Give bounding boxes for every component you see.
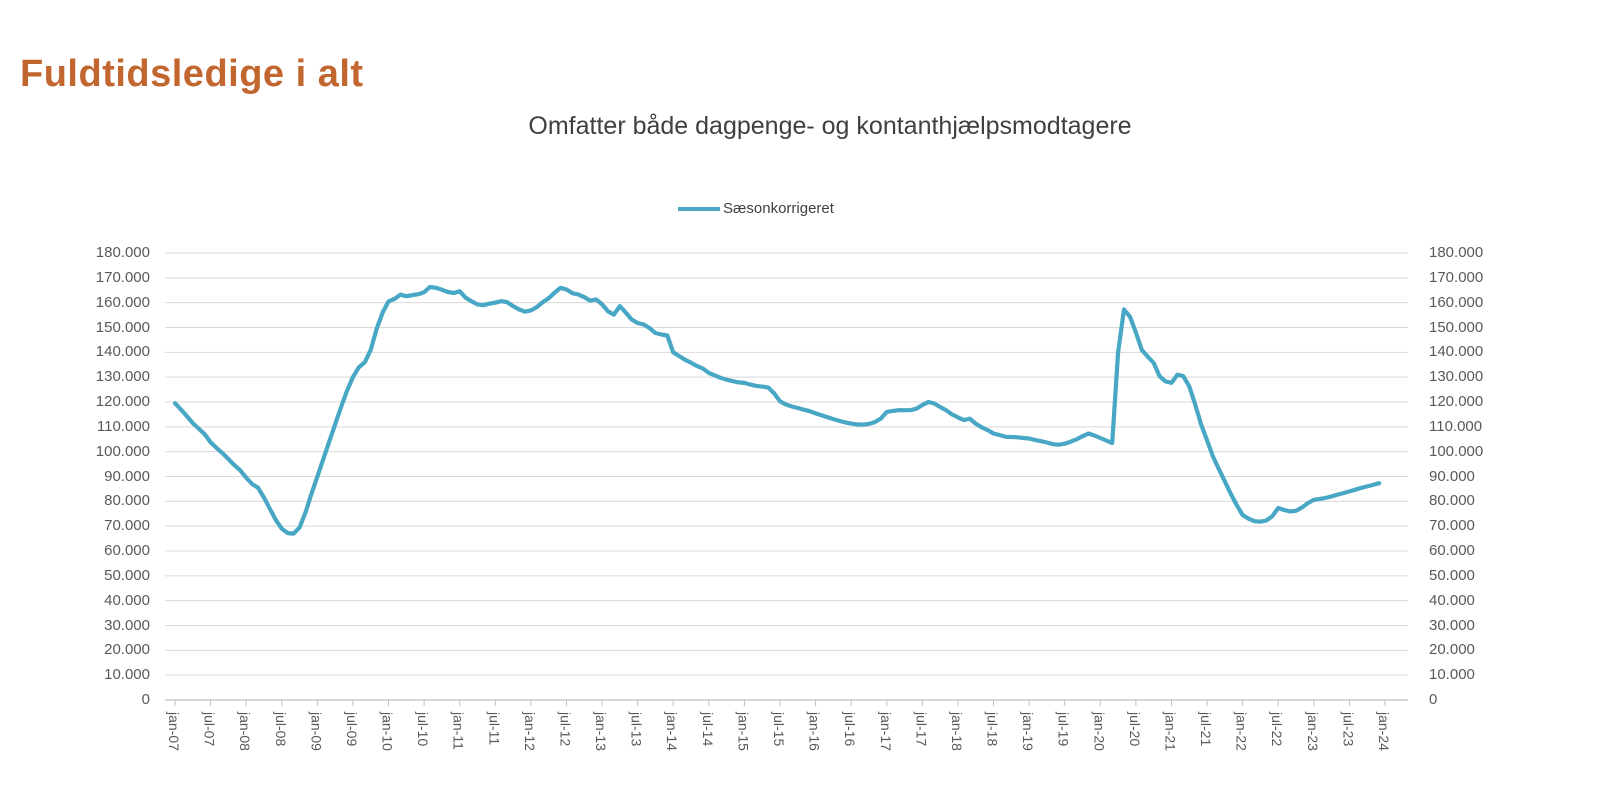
y-axis-label-right: 90.000	[1429, 467, 1475, 485]
y-axis-label-left: 30.000	[104, 616, 150, 634]
x-axis-label: jul-13	[628, 712, 645, 747]
y-axis-label-left: 160.000	[95, 293, 150, 311]
x-axis-label: jul-10	[415, 712, 432, 747]
chart-title: Omfatter både dagpenge- og kontanthjælps…	[528, 112, 1132, 140]
y-axis-label-right: 30.000	[1429, 616, 1475, 634]
x-axis-label: jan-24	[1375, 712, 1392, 751]
x-axis-label: jul-15	[770, 712, 787, 747]
y-axis-label-right: 170.000	[1429, 268, 1484, 286]
y-axis-label-right: 120.000	[1429, 393, 1484, 410]
x-axis-label: jan-21	[1162, 712, 1179, 751]
x-axis-label: jul-11	[486, 712, 503, 746]
y-axis-label-left: 180.000	[95, 244, 150, 261]
y-axis-label-right: 80.000	[1429, 492, 1475, 510]
y-axis-label-right: 160.000	[1429, 293, 1484, 311]
y-axis-label-right: 50.000	[1429, 566, 1475, 584]
x-axis-label: jul-14	[699, 712, 716, 747]
y-axis-label-left: 140.000	[95, 343, 150, 361]
x-axis-label: jan-20	[1091, 712, 1108, 751]
y-axis-label-right: 60.000	[1429, 542, 1475, 559]
y-axis-label-right: 100.000	[1429, 442, 1484, 460]
x-axis-label: jan-23	[1304, 712, 1321, 751]
y-axis-label-left: 40.000	[104, 591, 150, 609]
legend-line-swatch	[678, 206, 721, 211]
x-axis-label: jan-09	[308, 712, 325, 751]
y-axis-label-right: 180.000	[1429, 244, 1484, 261]
x-axis-label: jan-10	[379, 712, 396, 751]
y-axis-label-right: 110.000	[1429, 417, 1483, 435]
y-axis-label-left: 70.000	[104, 517, 150, 535]
x-axis-label: jul-08	[272, 712, 289, 747]
y-axis-label-left: 170.000	[95, 268, 150, 286]
x-axis-label: jul-22	[1269, 712, 1286, 747]
y-axis-label-left: 0	[141, 691, 150, 708]
x-axis-label: jul-19	[1055, 712, 1072, 747]
y-axis-label-right: 70.000	[1429, 517, 1475, 535]
x-axis-label: jul-23	[1340, 712, 1357, 747]
y-axis-label-right: 20.000	[1429, 641, 1475, 659]
x-axis-label: jan-19	[1020, 712, 1037, 751]
y-axis-label-right: 10.000	[1429, 666, 1475, 684]
x-axis-label: jul-09	[343, 712, 360, 747]
y-axis-label-left: 100.000	[95, 442, 150, 460]
y-axis-label-right: 0	[1429, 691, 1438, 708]
x-axis-label: jul-12	[557, 712, 574, 747]
x-axis-label: jul-20	[1126, 712, 1143, 747]
legend-series-label: Sæsonkorrigeret	[723, 200, 834, 217]
y-axis-label-left: 10.000	[104, 666, 150, 684]
y-axis-label-right: 140.000	[1429, 343, 1484, 361]
x-axis-label: jan-12	[521, 712, 538, 751]
y-axis-label-left: 50.000	[104, 566, 150, 584]
chart-legend: Sæsonkorrigeret	[165, 200, 1347, 217]
y-axis-label-left: 80.000	[104, 492, 150, 510]
x-axis-label: jul-16	[842, 712, 859, 747]
y-axis-label-left: 90.000	[104, 467, 150, 485]
y-axis-label-left: 150.000	[95, 318, 150, 336]
x-axis-label: jan-07	[166, 712, 182, 751]
y-axis-label-left: 130.000	[95, 368, 150, 386]
x-axis-label: jan-22	[1233, 712, 1250, 751]
x-axis-label: jan-11	[450, 712, 467, 750]
series-line-saesonkorrigeret	[172, 284, 1382, 536]
y-axis-label-right: 40.000	[1429, 591, 1475, 609]
x-axis-label: jan-17	[877, 712, 894, 751]
y-axis-label-left: 60.000	[104, 542, 150, 559]
x-axis-label: jan-08	[237, 712, 254, 751]
y-axis-label-left: 110.000	[96, 417, 150, 435]
y-axis-label-right: 150.000	[1429, 318, 1484, 336]
x-axis-label: jul-07	[201, 712, 218, 747]
x-axis-label: jan-18	[948, 712, 965, 751]
x-axis-label: jul-21	[1198, 712, 1215, 747]
x-axis-label: jan-15	[735, 712, 752, 751]
x-axis-label: jan-14	[664, 712, 681, 751]
x-axis-label: jan-13	[593, 712, 610, 751]
y-axis-label-left: 20.000	[104, 641, 150, 659]
x-axis-label: jul-18	[984, 712, 1001, 747]
y-axis-label-left: 120.000	[95, 393, 150, 410]
x-axis-label: jul-17	[913, 712, 930, 747]
page-title: Fuldtidsledige i alt	[20, 53, 364, 96]
x-axis-label: jan-16	[806, 712, 823, 751]
y-axis-label-right: 130.000	[1429, 368, 1484, 386]
